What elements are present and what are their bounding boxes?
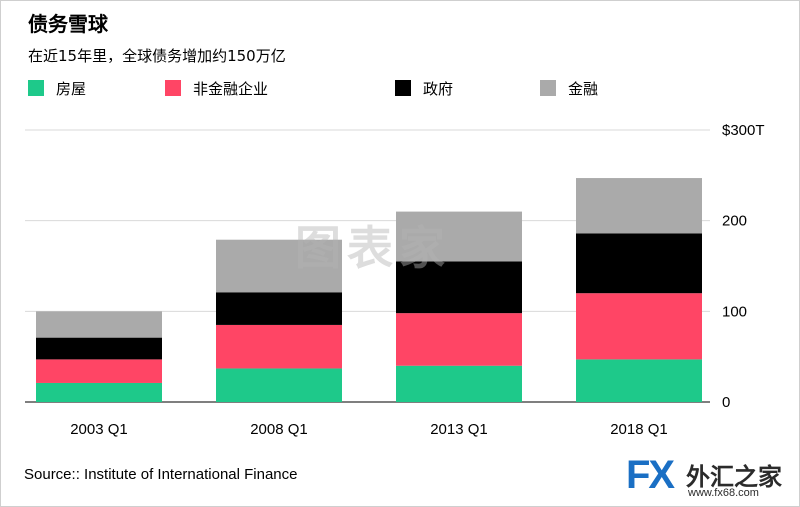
bar-segment [216, 292, 342, 325]
bar-segment [36, 382, 162, 402]
legend-item-nonfin: 非金融企业 [165, 78, 268, 98]
legend-swatch-government [395, 80, 411, 96]
legend-swatch-financial [540, 80, 556, 96]
bar-segment [396, 365, 522, 402]
bar-segment [396, 211, 522, 262]
source-note: Source:: Institute of International Fina… [24, 466, 298, 483]
chart-subtitle: 在近15年里，全球债务增加约150万亿 [28, 47, 286, 65]
legend-label-government: 政府 [423, 79, 454, 98]
legend-label-nonfin: 非金融企业 [193, 79, 269, 98]
bar-segment [36, 337, 162, 360]
legend-swatch-housing [28, 80, 44, 96]
legend-label-financial: 金融 [568, 79, 599, 98]
bar-segment [396, 261, 522, 314]
bar-segment [396, 313, 522, 366]
logo-fx: FX [626, 453, 675, 497]
bar-segment [576, 233, 702, 294]
legend-label-housing: 房屋 [56, 79, 87, 98]
x-tick-label: 2008 Q1 [250, 421, 308, 438]
y-tick-label: 0 [722, 394, 730, 411]
bar-segment [216, 239, 342, 293]
bar-segment [216, 368, 342, 402]
x-tick-label: 2003 Q1 [70, 421, 128, 438]
y-tick-label: $300T [722, 122, 765, 139]
bar-segment [216, 324, 342, 369]
x-tick-label: 2018 Q1 [610, 421, 668, 438]
bar-segment [576, 359, 702, 402]
y-tick-label: 200 [722, 213, 747, 230]
bar-segment [576, 293, 702, 360]
legend-item-housing: 房屋 [28, 78, 86, 98]
fx68-logo: FX 外汇之家 www.fx68.com [626, 453, 794, 503]
logo-url: www.fx68.com [688, 487, 759, 499]
bar-segment [576, 178, 702, 234]
legend-item-financial: 金融 [540, 78, 598, 98]
y-tick-label: 100 [722, 303, 747, 320]
logo-cn: 外汇之家 [686, 463, 782, 491]
bar-segment [36, 359, 162, 383]
watermark: 图表家 [295, 221, 451, 275]
bar-segment [36, 311, 162, 338]
legend-swatch-nonfin [165, 80, 181, 96]
legend-item-government: 政府 [395, 78, 453, 98]
chart-title: 债务雪球 [28, 12, 108, 36]
x-tick-label: 2013 Q1 [430, 421, 488, 438]
